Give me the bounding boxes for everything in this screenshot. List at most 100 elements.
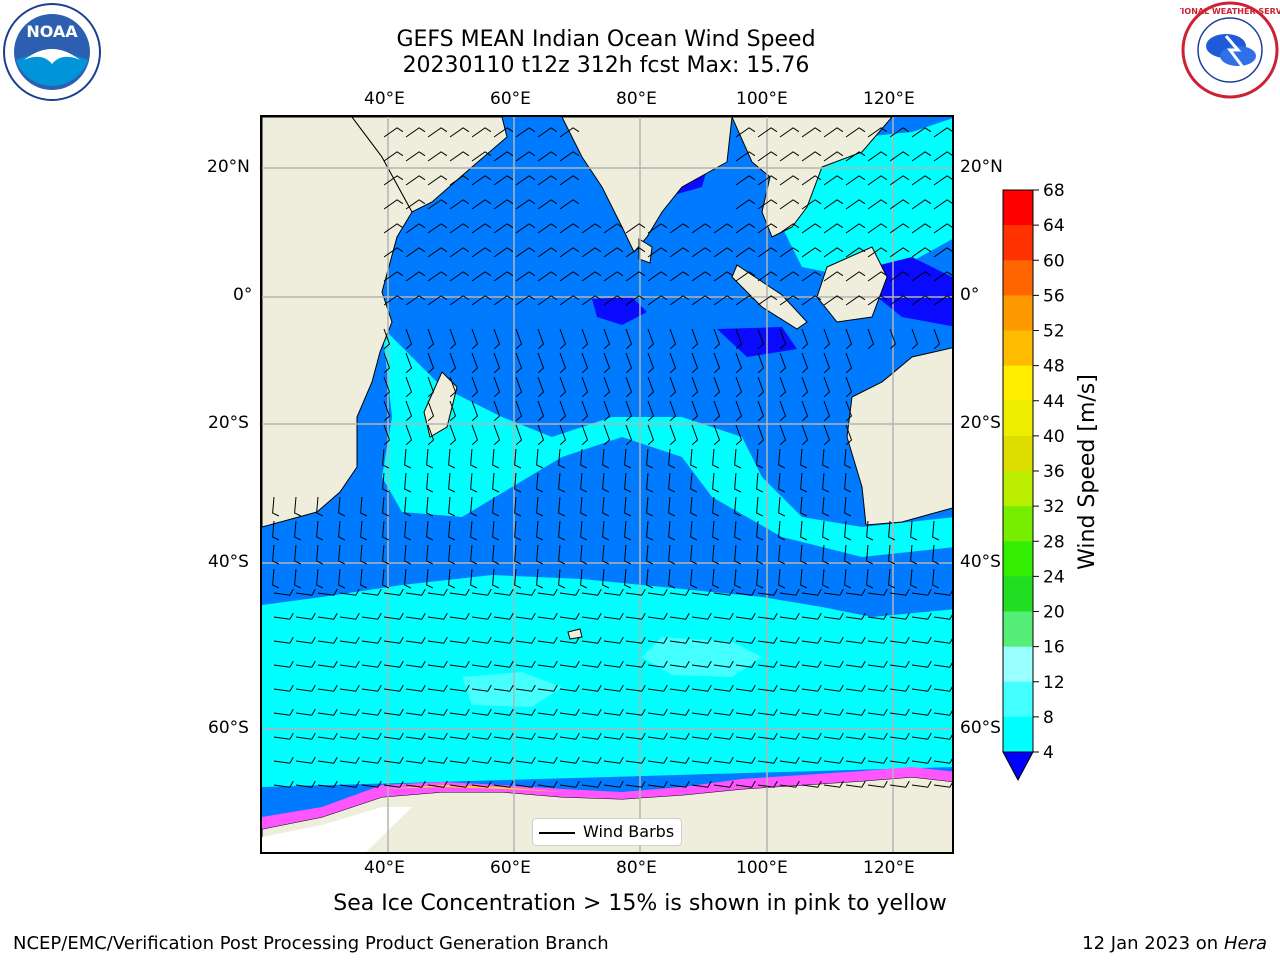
wind-barb xyxy=(559,756,580,764)
wind-barb xyxy=(493,247,514,258)
lat-label-right: 20°S xyxy=(960,413,1001,433)
wind-barb xyxy=(933,638,952,644)
graticule xyxy=(262,117,952,852)
colorbar-tick-label: 56 xyxy=(1043,286,1065,306)
land-se-asia xyxy=(731,117,893,238)
wind-barb xyxy=(426,520,434,541)
wind-barb xyxy=(691,400,699,422)
calm-wind-zone xyxy=(872,257,952,327)
wind-barb xyxy=(427,271,448,282)
wind-barb xyxy=(427,199,448,210)
wind-barb xyxy=(295,732,316,740)
wind-barb xyxy=(757,328,765,350)
colorbar-block xyxy=(1003,260,1033,296)
lon-label-top: 120°E xyxy=(863,89,915,109)
wind-barb xyxy=(603,708,624,716)
wind-barb xyxy=(360,544,368,565)
wind-barb xyxy=(559,271,580,282)
wind-barb xyxy=(449,151,470,162)
wind-barb xyxy=(845,151,866,162)
wind-barb xyxy=(911,247,932,258)
wind-barb xyxy=(537,684,558,692)
wind-barb xyxy=(933,295,952,306)
colorbar-tick-label: 8 xyxy=(1043,708,1054,728)
wind-speed-map xyxy=(262,117,952,852)
wind-barb xyxy=(294,544,302,565)
wind-barb xyxy=(404,496,412,517)
wind-barb xyxy=(515,376,523,398)
wind-barb xyxy=(559,424,567,446)
colorbar-tick-label: 40 xyxy=(1043,427,1065,447)
wind-barb xyxy=(823,660,844,668)
wind-barb xyxy=(691,271,712,282)
wind-barb xyxy=(867,756,888,764)
wind-barb xyxy=(735,732,756,740)
wind-barb xyxy=(933,247,952,258)
wind-barb xyxy=(338,544,346,565)
wind-barb xyxy=(779,612,800,620)
wind-barb xyxy=(757,376,765,398)
wind-barb xyxy=(801,636,822,644)
wind-barb xyxy=(844,448,852,469)
wind-barb xyxy=(624,496,632,517)
colorbar-tick-label: 52 xyxy=(1043,322,1065,342)
wind-barb xyxy=(801,756,822,764)
wind-barb xyxy=(559,780,580,788)
wind-barb xyxy=(603,660,624,668)
wind-barb xyxy=(713,708,734,716)
colorbar-tick-label: 36 xyxy=(1043,462,1065,482)
wind-barb xyxy=(471,271,492,282)
wind-barb xyxy=(845,175,866,186)
wind-barb xyxy=(646,472,654,493)
colorbar-tick-label: 44 xyxy=(1043,392,1065,412)
wind-barb xyxy=(801,223,822,234)
wind-barb xyxy=(933,199,952,210)
wind-barb xyxy=(889,684,910,692)
wind-barb xyxy=(735,127,756,138)
land-india xyxy=(561,117,733,253)
wind-barb xyxy=(691,660,712,668)
wind-barb xyxy=(932,544,940,565)
colorbar-tick-label: 20 xyxy=(1043,603,1065,623)
wind-barb xyxy=(602,544,610,565)
wind-barb xyxy=(845,247,866,258)
wind-barb xyxy=(669,660,690,668)
wind-barb xyxy=(427,328,435,350)
lat-label-left: 40°S xyxy=(208,552,249,572)
wind-barb xyxy=(383,271,404,282)
wind-barb xyxy=(537,151,558,162)
wind-barb xyxy=(449,636,470,644)
wind-barb xyxy=(779,223,800,234)
wind-barb xyxy=(889,199,910,210)
wind-barb xyxy=(317,660,338,668)
lat-label-right: 60°S xyxy=(960,718,1001,738)
wind-barb xyxy=(845,295,866,306)
wind-barb xyxy=(581,424,589,446)
wind-barb xyxy=(471,352,479,374)
wind-barb xyxy=(933,328,941,350)
wind-barb xyxy=(778,520,786,541)
wind-barb xyxy=(338,520,346,541)
wind-barb xyxy=(625,756,646,764)
wind-barb xyxy=(427,352,435,374)
wind-barb xyxy=(405,295,426,306)
wind-barb xyxy=(405,376,413,398)
wind-barb xyxy=(823,247,844,258)
wind-barb xyxy=(603,352,611,374)
wind-barb xyxy=(757,247,778,258)
wind-barb xyxy=(471,199,492,210)
wind-barb xyxy=(889,247,910,258)
wind-barb xyxy=(756,520,764,541)
wind-barb xyxy=(779,151,800,162)
wind-barb xyxy=(404,568,412,589)
wind-barb xyxy=(757,127,778,138)
wind-barb xyxy=(756,568,764,589)
lon-label-bottom: 100°E xyxy=(736,858,788,878)
wind-barb xyxy=(911,660,932,668)
wind-barb xyxy=(449,352,457,374)
wind-barb xyxy=(559,376,567,398)
noaa-logo: NOAA xyxy=(2,2,102,102)
wind-barb xyxy=(757,223,778,234)
map-title: GEFS MEAN Indian Ocean Wind Speed xyxy=(396,27,816,52)
wind-barb xyxy=(272,496,280,517)
